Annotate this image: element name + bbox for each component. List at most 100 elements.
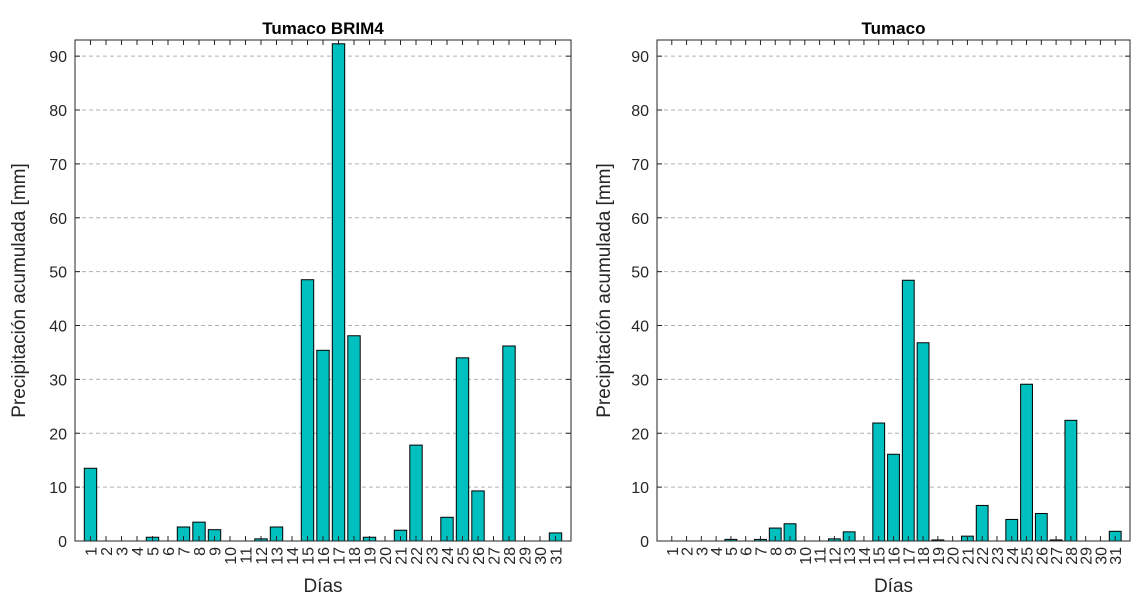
y-tick-label: 90 bbox=[631, 49, 649, 66]
bar-day-17 bbox=[901, 279, 915, 542]
x-tick-label: 3 bbox=[115, 547, 132, 556]
x-tick-label: 5 bbox=[724, 547, 741, 556]
x-tick-label: 30 bbox=[533, 547, 550, 565]
y-tick-label: 70 bbox=[49, 157, 67, 174]
x-tick-label: 5 bbox=[146, 547, 163, 556]
x-tick-label: 23 bbox=[990, 547, 1007, 565]
x-tick-label: 16 bbox=[316, 547, 333, 565]
x-tick-label: 11 bbox=[239, 547, 256, 564]
x-tick-label: 29 bbox=[1079, 547, 1096, 565]
x-axis-label: Días bbox=[874, 576, 913, 597]
x-tick-label: 6 bbox=[739, 547, 756, 556]
x-tick-label: 31 bbox=[549, 547, 566, 565]
bar-day-28 bbox=[1064, 419, 1078, 542]
x-tick-label: 29 bbox=[518, 547, 535, 565]
bar-day-16 bbox=[316, 349, 330, 542]
x-tick-label: 13 bbox=[842, 547, 859, 565]
x-tick-label: 30 bbox=[1093, 547, 1110, 565]
x-tick-label: 2 bbox=[99, 547, 116, 556]
x-tick-label: 28 bbox=[502, 547, 519, 565]
x-tick-label: 8 bbox=[192, 547, 209, 556]
x-tick-label: 15 bbox=[872, 547, 889, 565]
x-tick-label: 21 bbox=[394, 547, 411, 565]
x-tick-label: 14 bbox=[857, 547, 874, 565]
x-tick-label: 16 bbox=[887, 547, 904, 565]
bar-day-18 bbox=[916, 342, 930, 542]
x-tick-label: 4 bbox=[130, 547, 147, 556]
x-tick-label: 25 bbox=[1020, 547, 1037, 565]
x-tick-label: 2 bbox=[680, 547, 697, 556]
y-tick-label: 10 bbox=[49, 480, 67, 497]
x-tick-label: 18 bbox=[916, 547, 933, 565]
x-tick-label: 19 bbox=[931, 547, 948, 565]
x-tick-label: 17 bbox=[332, 547, 349, 565]
y-tick-label: 80 bbox=[631, 103, 649, 120]
y-tick-label: 50 bbox=[631, 265, 649, 282]
bar-day-16 bbox=[887, 453, 900, 542]
y-tick-label: 60 bbox=[49, 211, 67, 228]
y-tick-label: 0 bbox=[58, 534, 67, 551]
x-tick-label: 24 bbox=[440, 547, 457, 565]
y-tick-label: 0 bbox=[640, 534, 649, 551]
x-tick-label: 26 bbox=[1034, 547, 1051, 565]
x-tick-label: 17 bbox=[901, 547, 918, 565]
y-tick-label: 70 bbox=[631, 157, 649, 174]
x-tick-label: 11 bbox=[813, 547, 830, 564]
x-tick-label: 31 bbox=[1108, 547, 1125, 565]
bar-day-15 bbox=[872, 422, 886, 542]
x-tick-label: 21 bbox=[960, 547, 977, 565]
x-tick-label: 12 bbox=[827, 547, 844, 565]
x-tick-label: 10 bbox=[798, 547, 815, 565]
y-tick-label: 60 bbox=[631, 211, 649, 228]
x-tick-label: 3 bbox=[694, 547, 711, 556]
x-tick-label: 18 bbox=[347, 547, 364, 565]
bar-day-18 bbox=[347, 335, 361, 542]
x-tick-label: 20 bbox=[946, 547, 963, 565]
x-tick-label: 25 bbox=[456, 547, 473, 565]
y-tick-label: 50 bbox=[49, 265, 67, 282]
bar-day-15 bbox=[300, 279, 315, 542]
x-tick-label: 13 bbox=[270, 547, 287, 565]
x-axis-label: Días bbox=[303, 576, 342, 597]
y-axis-label: Precipitación acumulada [mm] bbox=[9, 163, 30, 418]
x-tick-label: 8 bbox=[768, 547, 785, 556]
x-tick-label: 10 bbox=[223, 547, 240, 565]
chart-title: Tumaco bbox=[862, 19, 926, 38]
bar-day-28 bbox=[502, 345, 516, 542]
x-tick-label: 23 bbox=[425, 547, 442, 565]
bar-day-25 bbox=[455, 357, 470, 542]
chart-panel-1: 0102030405060708090123456789101112131415… bbox=[9, 19, 572, 597]
y-tick-label: 30 bbox=[49, 372, 67, 389]
y-tick-label: 30 bbox=[631, 372, 649, 389]
bar-day-22 bbox=[409, 444, 423, 542]
x-tick-label: 19 bbox=[363, 547, 380, 565]
x-tick-label: 27 bbox=[1049, 547, 1066, 565]
bar-day-17 bbox=[331, 43, 346, 542]
y-tick-label: 40 bbox=[631, 319, 649, 336]
x-tick-label: 28 bbox=[1064, 547, 1081, 565]
chart-panel-2: 0102030405060708090123456789101112131415… bbox=[594, 19, 1131, 597]
bar-day-25 bbox=[1020, 383, 1033, 542]
x-tick-label: 4 bbox=[709, 547, 726, 556]
x-tick-label: 22 bbox=[975, 547, 992, 565]
y-tick-label: 10 bbox=[631, 480, 649, 497]
x-tick-label: 22 bbox=[409, 547, 426, 565]
x-tick-label: 9 bbox=[208, 547, 225, 556]
x-tick-label: 7 bbox=[753, 547, 770, 556]
y-tick-label: 90 bbox=[49, 49, 67, 66]
x-tick-label: 26 bbox=[471, 547, 488, 565]
x-tick-label: 15 bbox=[301, 547, 318, 565]
x-tick-label: 12 bbox=[254, 547, 271, 565]
y-tick-label: 80 bbox=[49, 103, 67, 120]
y-tick-label: 20 bbox=[631, 426, 649, 443]
x-tick-label: 27 bbox=[487, 547, 504, 565]
x-tick-label: 1 bbox=[84, 547, 101, 556]
y-tick-label: 40 bbox=[49, 319, 67, 336]
bar-day-22 bbox=[975, 504, 989, 542]
x-tick-label: 20 bbox=[378, 547, 395, 565]
y-tick-label: 20 bbox=[49, 426, 67, 443]
y-axis-label: Precipitación acumulada [mm] bbox=[594, 163, 615, 418]
chart-title: Tumaco BRIM4 bbox=[262, 19, 384, 38]
